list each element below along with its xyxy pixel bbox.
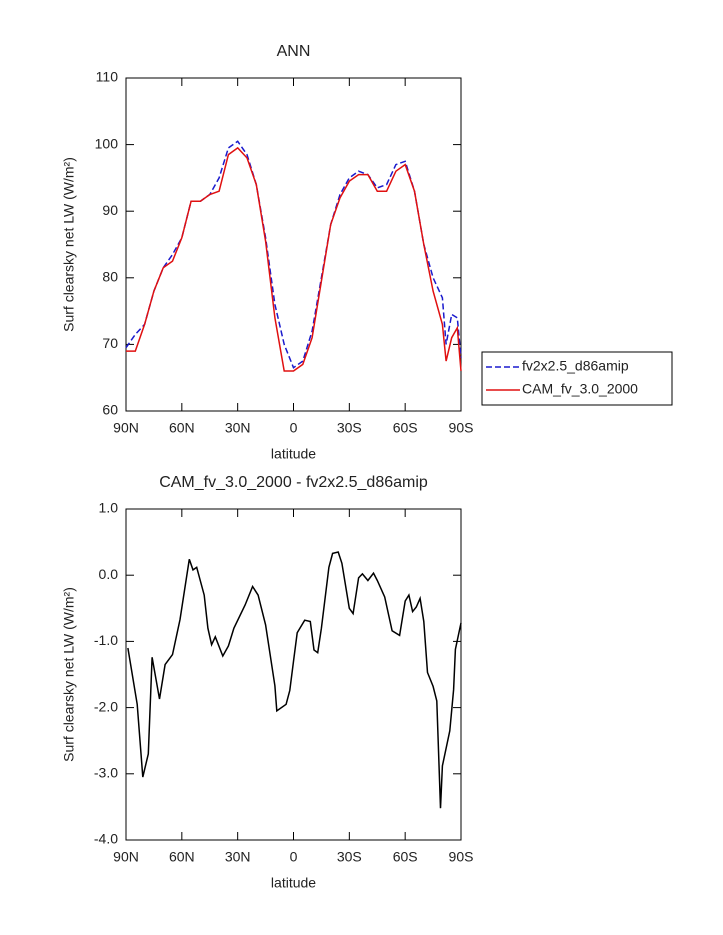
x-tick-label: 0	[290, 849, 298, 865]
legend-label: CAM_fv_3.0_2000	[522, 381, 638, 397]
data-line	[126, 146, 462, 372]
plot-frame	[125, 508, 462, 841]
plot-frame	[125, 77, 462, 412]
x-tick-label: 60S	[393, 849, 418, 865]
data-line	[127, 551, 462, 809]
y-tick-label: 1.0	[99, 500, 119, 516]
y-tick-label: 0.0	[99, 566, 119, 582]
x-tick-label: 60N	[169, 420, 195, 436]
x-tick-label: 90S	[449, 420, 474, 436]
x-tick-label: 30S	[337, 849, 362, 865]
x-tick-label: 90N	[113, 849, 139, 865]
chart-title: CAM_fv_3.0_2000 - fv2x2.5_d86amip	[159, 474, 428, 491]
y-tick-label: 80	[102, 269, 118, 285]
y-tick-label: 100	[95, 135, 119, 151]
x-tick-label: 30N	[225, 420, 251, 436]
y-tick-label: 60	[102, 402, 118, 418]
x-tick-label: 90S	[449, 849, 474, 865]
x-tick-label: 60N	[169, 849, 195, 865]
y-tick-label: -3.0	[94, 765, 118, 781]
legend-box	[481, 351, 673, 406]
x-tick-label: 30S	[337, 420, 362, 436]
x-axis-label: latitude	[271, 446, 316, 462]
y-tick-label: 90	[102, 202, 118, 218]
y-tick-label: 70	[102, 335, 118, 351]
y-axis-label: Surf clearsky net LW (W/m²)	[61, 587, 77, 762]
x-tick-label: 90N	[113, 420, 139, 436]
chart-title: ANN	[277, 43, 311, 60]
y-tick-label: 110	[96, 69, 119, 85]
y-tick-label: -1.0	[94, 632, 118, 648]
y-axis-label: Surf clearsky net LW (W/m²)	[61, 157, 77, 332]
legend-label: fv2x2.5_d86amip	[522, 358, 629, 374]
x-tick-label: 60S	[393, 420, 418, 436]
y-tick-label: -2.0	[94, 698, 118, 714]
x-tick-label: 0	[290, 420, 298, 436]
data-line	[125, 140, 462, 369]
x-tick-label: 30N	[225, 849, 251, 865]
y-tick-label: -4.0	[94, 831, 118, 847]
x-axis-label: latitude	[271, 875, 316, 891]
